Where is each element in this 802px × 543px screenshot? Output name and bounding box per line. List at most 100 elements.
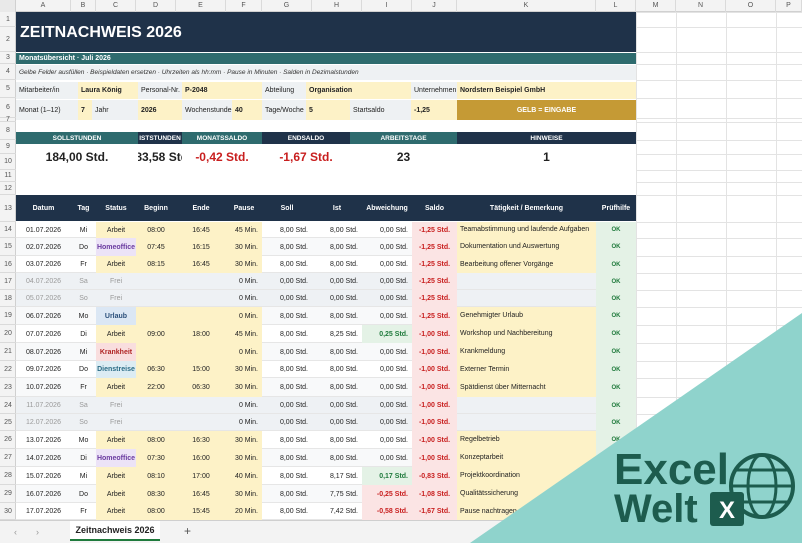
cell-abw[interactable]: 0,00 Std. xyxy=(379,295,408,302)
cell-status[interactable]: Arbeit xyxy=(96,485,136,503)
cell-check[interactable]: OK xyxy=(596,467,636,485)
cell-check[interactable]: OK xyxy=(596,238,636,256)
row-header-9[interactable]: 9 xyxy=(0,140,16,154)
cell-saldo[interactable]: -1,00 Std. xyxy=(412,449,457,467)
cell-status[interactable]: Frei xyxy=(109,295,123,302)
column-header-n[interactable]: N xyxy=(676,0,726,12)
cell-begin[interactable]: 07:45 xyxy=(136,238,176,256)
cell-pause[interactable]: 45 Min. xyxy=(226,325,262,343)
cell-note[interactable]: Krankmeldung xyxy=(457,343,596,361)
cell-saldo[interactable]: -1,00 Std. xyxy=(412,325,457,343)
cell-check[interactable]: OK xyxy=(596,503,636,520)
cell-day[interactable]: Sa xyxy=(79,402,88,409)
cell-day[interactable]: Mi xyxy=(79,348,88,356)
cell-status[interactable]: Arbeit xyxy=(96,256,136,273)
weekhours-field[interactable]: 40 xyxy=(232,100,262,120)
cell-date[interactable]: 07.07.2026 xyxy=(25,330,62,338)
cell-date[interactable]: 01.07.2026 xyxy=(25,226,62,234)
cell-check[interactable]: OK xyxy=(596,343,636,361)
cell-begin[interactable]: 08:15 xyxy=(136,256,176,273)
table-row[interactable] xyxy=(16,273,636,290)
row-header-25[interactable]: 25 xyxy=(0,414,16,431)
row-header-21[interactable]: 21 xyxy=(0,343,16,361)
cell-soll[interactable]: 8,00 Std. xyxy=(279,330,308,338)
cell-check[interactable]: OK xyxy=(596,307,636,325)
cell-abw[interactable]: -0,25 Std. xyxy=(362,485,412,503)
column-header-h[interactable]: H xyxy=(312,0,362,12)
cell-date[interactable]: 03.07.2026 xyxy=(25,261,62,268)
column-header-k[interactable]: K xyxy=(457,0,596,12)
cell-status[interactable]: Frei xyxy=(109,278,123,285)
cell-end[interactable]: 15:45 xyxy=(176,503,226,520)
cell-abw[interactable]: 0,00 Std. xyxy=(379,436,408,444)
cell-saldo[interactable]: -1,00 Std. xyxy=(412,414,457,431)
cell-abw[interactable]: 0,25 Std. xyxy=(362,325,412,343)
row-header-4[interactable]: 4 xyxy=(0,64,16,80)
cell-note[interactable]: Workshop und Nachbereitung xyxy=(457,325,596,343)
row-header-26[interactable]: 26 xyxy=(0,431,16,449)
cell-ist[interactable]: 8,17 Std. xyxy=(329,472,358,480)
cell-note[interactable] xyxy=(457,273,596,290)
cell-abw[interactable]: 0,00 Std. xyxy=(379,312,408,320)
cell-saldo[interactable]: -1,00 Std. xyxy=(412,431,457,449)
sheet-tab-zeitnachweis[interactable]: Zeitnachweis 2026 xyxy=(70,521,160,541)
cell-day[interactable]: So xyxy=(79,295,88,302)
row-header-12[interactable]: 12 xyxy=(0,182,16,195)
cell-abw[interactable]: 0,00 Std. xyxy=(379,243,408,251)
row-header-27[interactable]: 27 xyxy=(0,449,16,467)
scroll-left-icon[interactable]: ‹ xyxy=(14,527,17,537)
cell-date[interactable]: 04.07.2026 xyxy=(25,278,62,285)
column-header-g[interactable]: G xyxy=(262,0,312,12)
column-header-c[interactable]: C xyxy=(96,0,136,12)
cell-ist[interactable]: 8,00 Std. xyxy=(329,454,358,462)
cell-date[interactable]: 14.07.2026 xyxy=(25,454,62,462)
column-header-f[interactable]: F xyxy=(226,0,262,12)
cell-ist[interactable]: 8,00 Std. xyxy=(329,226,358,234)
cell-note[interactable]: Pause nachtragen xyxy=(457,503,596,520)
cell-note[interactable]: Konzeptarbeit xyxy=(457,449,596,467)
cell-saldo[interactable]: -1,25 Std. xyxy=(412,256,457,273)
cell-end[interactable] xyxy=(176,290,226,307)
cell-abw[interactable]: 0,00 Std. xyxy=(379,261,408,268)
cell-soll[interactable]: 0,00 Std. xyxy=(279,402,308,409)
cell-day[interactable]: Do xyxy=(79,243,88,251)
cell-note[interactable] xyxy=(457,397,596,414)
cell-soll[interactable]: 0,00 Std. xyxy=(279,295,308,302)
column-header-p[interactable]: P xyxy=(776,0,802,12)
table-row[interactable] xyxy=(16,290,636,307)
cell-pause[interactable]: 30 Min. xyxy=(226,378,262,397)
cell-note[interactable] xyxy=(457,414,596,431)
cell-ist[interactable]: 7,42 Std. xyxy=(329,508,358,515)
row-header-7[interactable]: 7 xyxy=(0,116,16,123)
row-header-16[interactable]: 16 xyxy=(0,256,16,273)
column-header-i[interactable]: I xyxy=(362,0,412,12)
cell-day[interactable]: So xyxy=(79,419,88,426)
row-header-23[interactable]: 23 xyxy=(0,378,16,397)
cell-abw[interactable]: 0,00 Std. xyxy=(379,348,408,356)
cell-day[interactable]: Do xyxy=(79,366,88,373)
cell-day[interactable]: Mi xyxy=(79,226,88,234)
cell-soll[interactable]: 8,00 Std. xyxy=(279,436,308,444)
row-header-5[interactable]: 5 xyxy=(0,80,16,98)
row-header-15[interactable]: 15 xyxy=(0,238,16,256)
column-header-d[interactable]: D xyxy=(136,0,176,12)
cell-status[interactable]: Arbeit xyxy=(96,378,136,397)
cell-ist[interactable]: 0,00 Std. xyxy=(329,419,358,426)
dept-field[interactable]: Organisation xyxy=(306,82,411,99)
pnr-field[interactable]: P-2048 xyxy=(182,82,262,99)
row-header-3[interactable]: 3 xyxy=(0,52,16,64)
cell-saldo[interactable]: -1,25 Std. xyxy=(412,238,457,256)
cell-note[interactable]: Bearbeitung offener Vorgänge xyxy=(457,256,596,273)
cell-begin[interactable] xyxy=(136,273,176,290)
column-header-j[interactable]: J xyxy=(412,0,457,12)
cell-abw[interactable]: 0,00 Std. xyxy=(379,384,408,391)
cell-pause[interactable]: 0 Min. xyxy=(238,402,258,409)
add-sheet-icon[interactable]: + xyxy=(184,524,192,538)
cell-pause[interactable]: 30 Min. xyxy=(226,449,262,467)
cell-soll[interactable]: 8,00 Std. xyxy=(279,243,308,251)
cell-pause[interactable]: 30 Min. xyxy=(226,361,262,378)
cell-end[interactable]: 06:30 xyxy=(176,378,226,397)
cell-saldo[interactable]: -0,83 Std. xyxy=(412,467,457,485)
cell-status[interactable]: Urlaub xyxy=(96,307,136,325)
cell-check[interactable]: OK xyxy=(596,290,636,307)
